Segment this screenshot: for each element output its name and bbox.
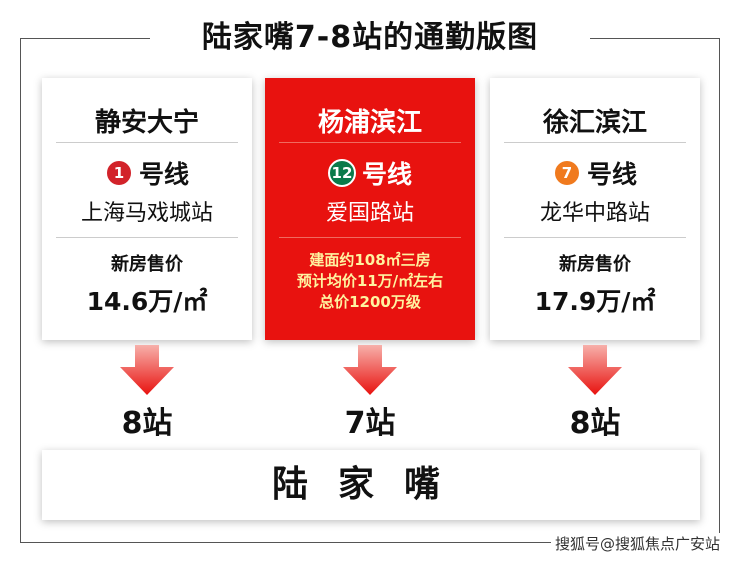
- divider: [504, 142, 686, 143]
- price-value: 14.6万/㎡: [86, 287, 208, 316]
- price-value: 17.9万/㎡: [534, 287, 656, 316]
- stop-count: 8站: [569, 406, 621, 441]
- station-name: 爱国路站: [325, 201, 414, 226]
- line-label: 号线: [586, 160, 637, 189]
- metro-line: 1 号线: [42, 155, 252, 191]
- card-yangpu-binjiang: 杨浦滨江 12 号线 爱国路站 建面约108㎡三房 预计均价11万/㎡左右 总价1…: [265, 78, 475, 340]
- stop-count: 8站: [121, 406, 173, 441]
- area-name: 静安大宁: [94, 108, 199, 138]
- detail-line: 总价1200万级: [319, 293, 421, 311]
- area-name: 杨浦滨江: [317, 108, 422, 138]
- line-badge-icon: 1: [104, 159, 133, 187]
- project-details: 建面约108㎡三房 预计均价11万/㎡左右 总价1200万级: [265, 250, 475, 313]
- line-label: 号线: [361, 160, 412, 189]
- divider: [56, 142, 238, 143]
- down-arrow-icon: [568, 345, 622, 395]
- page-title: 陆家嘴7-8站的通勤版图: [150, 16, 590, 60]
- card-jingan-daning: 静安大宁 1 号线 上海马戏城站 新房售价 14.6万/㎡: [42, 78, 252, 340]
- destination-box: 陆家嘴: [42, 450, 700, 520]
- card-xuhui-binjiang: 徐汇滨江 7 号线 龙华中路站 新房售价 17.9万/㎡: [490, 78, 700, 340]
- detail-line: 建面约108㎡三房: [309, 251, 431, 269]
- stop-count: 7站: [344, 406, 396, 441]
- divider: [56, 237, 238, 238]
- metro-line: 7 号线: [490, 155, 700, 191]
- down-arrow-icon: [120, 345, 174, 395]
- station-name: 上海马戏城站: [80, 201, 213, 226]
- divider: [279, 237, 461, 238]
- line-badge-icon: 7: [552, 159, 581, 187]
- divider: [279, 142, 461, 143]
- line-badge-icon: 12: [327, 159, 356, 187]
- price-label: 新房售价: [111, 254, 183, 275]
- area-name: 徐汇滨江: [542, 108, 647, 138]
- detail-line: 预计均价11万/㎡左右: [296, 272, 444, 290]
- metro-line: 12 号线: [265, 155, 475, 191]
- divider: [504, 237, 686, 238]
- line-label: 号线: [138, 160, 189, 189]
- down-arrow-icon: [343, 345, 397, 395]
- price-label: 新房售价: [559, 254, 631, 275]
- watermark: 搜狐号@搜狐焦点广安站: [550, 533, 724, 554]
- station-name: 龙华中路站: [539, 201, 650, 226]
